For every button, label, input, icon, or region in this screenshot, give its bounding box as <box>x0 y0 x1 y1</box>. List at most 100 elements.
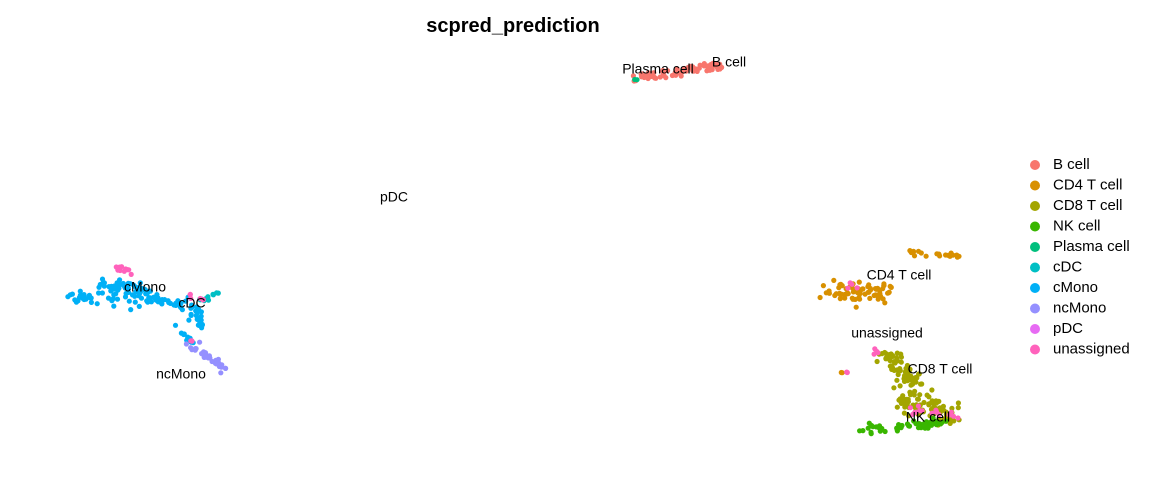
legend-key <box>1030 344 1040 355</box>
point-cmono <box>178 330 184 336</box>
point-cmono <box>115 287 121 293</box>
point-cmono <box>111 292 117 298</box>
point-cd4-t-cell <box>950 252 956 258</box>
point-cd4-t-cell <box>837 296 843 302</box>
point-cd4-t-cell <box>842 295 848 301</box>
point-unassigned <box>872 346 878 352</box>
point-cd4-t-cell <box>867 285 874 292</box>
legend-key <box>1030 221 1040 232</box>
point-cd8-t-cell <box>901 378 908 384</box>
point-cd8-t-cell <box>937 405 943 411</box>
points-layer <box>65 60 962 437</box>
point-cd8-t-cell <box>891 385 897 391</box>
point-cd8-t-cell <box>894 355 900 361</box>
point-cmono <box>67 292 73 298</box>
point-cmono <box>198 309 204 315</box>
point-nk-cell <box>860 428 866 434</box>
point-ncmono <box>218 370 224 376</box>
point-cd8-t-cell <box>894 377 900 383</box>
point-unassigned <box>119 264 125 270</box>
point-cmono <box>126 298 132 304</box>
point-cdc <box>210 292 216 298</box>
point-cd8-t-cell <box>898 359 904 365</box>
point-cmono <box>136 303 142 309</box>
point-cd8-t-cell <box>917 392 923 398</box>
point-unassigned <box>919 408 925 414</box>
point-cd4-t-cell <box>943 252 949 258</box>
point-cd4-t-cell <box>867 295 873 301</box>
point-cd4-t-cell <box>833 291 839 297</box>
point-cmono <box>96 290 102 296</box>
point-cd4-t-cell <box>856 294 862 300</box>
point-nk-cell <box>894 427 900 433</box>
point-cmono <box>129 292 136 298</box>
point-cd8-t-cell <box>919 381 925 387</box>
point-cmono <box>77 292 83 298</box>
point-cmono <box>105 295 112 301</box>
point-cmono <box>133 289 139 295</box>
point-nk-cell <box>930 415 936 421</box>
point-ncmono <box>183 341 189 347</box>
point-cd8-t-cell <box>936 398 942 404</box>
point-b-cell <box>696 65 702 71</box>
point-cmono <box>99 290 105 296</box>
point-b-cell <box>638 71 644 77</box>
point-nk-cell <box>904 421 911 427</box>
point-unassigned <box>845 285 851 291</box>
legend-key <box>1030 262 1040 273</box>
point-cd8-t-cell <box>955 400 962 406</box>
point-cd8-t-cell <box>895 371 901 378</box>
point-nk-cell <box>922 422 928 428</box>
point-unassigned <box>913 409 919 415</box>
point-cmono <box>132 299 138 305</box>
point-nk-cell <box>899 422 905 429</box>
point-cd8-t-cell <box>907 366 913 372</box>
point-cd8-t-cell <box>947 420 953 426</box>
point-b-cell <box>651 70 657 76</box>
point-cd8-t-cell <box>894 350 900 356</box>
point-b-cell <box>659 68 666 74</box>
point-cmono <box>172 322 179 328</box>
point-b-cell <box>715 66 721 72</box>
point-cd4-t-cell <box>856 279 862 285</box>
point-nk-cell <box>943 418 949 424</box>
legend-label: unassigned <box>1053 340 1130 357</box>
point-cd8-t-cell <box>900 397 907 403</box>
point-cmono <box>198 313 204 319</box>
point-cmono <box>94 301 100 307</box>
legend-key <box>1030 283 1040 293</box>
point-cmono <box>188 305 194 311</box>
point-unassigned <box>128 271 134 277</box>
point-cd4-t-cell <box>853 304 859 310</box>
cluster-labels: B cell Plasma cell pDC cMono cDC ncMono CD4 T … <box>124 54 972 425</box>
cluster-label: ncMono <box>156 366 206 382</box>
point-ncmono <box>193 346 199 352</box>
point-cd4-t-cell <box>918 250 924 256</box>
point-cd4-t-cell <box>907 248 913 254</box>
point-cd8-t-cell <box>897 383 903 389</box>
point-cd8-t-cell <box>902 373 908 379</box>
point-unassigned <box>844 369 850 376</box>
point-b-cell <box>714 61 720 67</box>
point-b-cell <box>691 68 697 74</box>
legend-label: NK cell <box>1053 217 1101 234</box>
point-cd8-t-cell <box>931 401 937 407</box>
legend-key <box>1030 180 1040 191</box>
cluster-label: Plasma cell <box>622 61 694 77</box>
point-cmono <box>159 301 165 307</box>
legend-label: CD4 T cell <box>1053 176 1122 193</box>
legend-key <box>1030 303 1040 314</box>
point-b-cell <box>705 63 711 69</box>
point-cd4-t-cell <box>820 283 827 289</box>
point-ncmono <box>200 351 206 357</box>
point-cd8-t-cell <box>955 405 961 411</box>
point-cd4-t-cell <box>839 291 845 297</box>
point-cd8-t-cell <box>921 399 927 406</box>
point-cmono <box>183 298 189 304</box>
legend: B cell CD4 T cell CD8 T cell NK cell Plasma … <box>1030 156 1130 357</box>
plot-title: scpred_prediction <box>426 15 599 37</box>
point-cmono <box>125 285 132 292</box>
point-cd8-t-cell <box>916 371 922 377</box>
point-unassigned <box>188 295 194 301</box>
